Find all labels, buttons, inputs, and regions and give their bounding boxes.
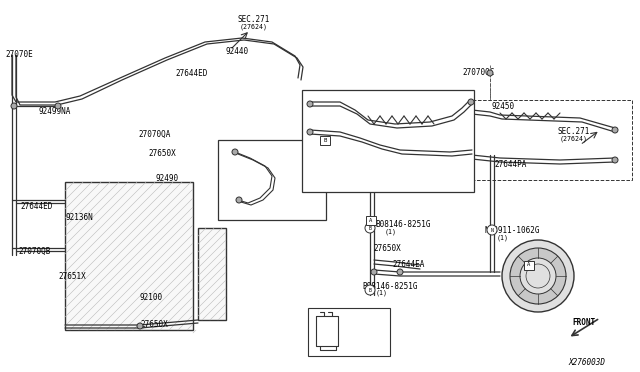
Circle shape [371,269,377,275]
Text: 27644PA: 27644PA [494,160,526,169]
Circle shape [502,240,574,312]
Text: 27644P: 27644P [350,153,378,162]
Text: 27644EA: 27644EA [392,260,424,269]
Bar [65,182,193,330]
Text: SEC.271: SEC.271 [237,15,269,24]
Text: B08146-8251G: B08146-8251G [375,220,431,229]
Text: (1): (1) [376,290,388,296]
Circle shape [365,285,375,295]
Text: 92499NA: 92499NA [38,107,70,116]
Text: A: A [369,218,372,222]
Text: 27070OC: 27070OC [462,68,494,77]
Bar [308,308,390,356]
Text: 27651X: 27651X [58,272,86,281]
Circle shape [612,157,618,163]
Circle shape [487,225,497,235]
Text: X276003D: X276003D [568,358,605,367]
Text: A: A [527,263,531,267]
Text: (27624): (27624) [560,135,588,141]
Text: 27070QB: 27070QB [18,247,51,256]
Circle shape [307,101,313,107]
Bar [320,135,330,144]
Text: 27760: 27760 [350,326,373,335]
Circle shape [520,258,556,294]
Circle shape [365,223,375,233]
Text: 27644ED: 27644ED [20,202,52,211]
Bar [366,215,376,224]
Text: SEC.271: SEC.271 [558,127,590,136]
Bar [198,228,226,320]
Circle shape [468,99,474,105]
Text: 27070E: 27070E [5,50,33,59]
Circle shape [510,248,566,304]
Circle shape [612,127,618,133]
Circle shape [137,323,143,329]
Text: 92136N: 92136N [65,213,93,222]
Text: 92100: 92100 [140,293,163,302]
Text: 27650X: 27650X [148,149,176,158]
Circle shape [307,129,313,135]
Text: 27644E: 27644E [268,153,292,159]
Text: SEC.E74: SEC.E74 [532,263,564,272]
Text: 92440: 92440 [225,47,248,56]
Circle shape [11,103,17,109]
Text: (1): (1) [497,234,509,241]
Circle shape [397,269,403,275]
Text: N08911-1062G: N08911-1062G [485,226,541,235]
Text: (1): (1) [385,228,397,234]
Text: (27630): (27630) [535,271,563,278]
Text: (ANB SENSOR): (ANB SENSOR) [328,338,376,344]
Text: 92480: 92480 [315,105,338,114]
Bar [218,140,326,220]
Circle shape [232,149,238,155]
Text: B: B [369,225,371,231]
Text: B: B [323,138,326,142]
Text: N: N [491,228,493,232]
Text: FRONT: FRONT [572,318,595,327]
Text: 27644ED: 27644ED [175,69,207,78]
Circle shape [236,197,242,203]
Text: B08146-8251G: B08146-8251G [362,282,417,291]
Circle shape [489,227,495,233]
Bar [524,260,534,269]
Text: 27070O: 27070O [380,97,408,106]
Text: 27070QA: 27070QA [138,130,170,139]
Text: 92499N: 92499N [324,138,352,147]
Text: 92450: 92450 [492,102,515,111]
Text: B: B [369,288,371,292]
Circle shape [487,70,493,76]
Text: 27650X: 27650X [373,244,401,253]
Bar [302,90,474,192]
Text: 92490: 92490 [155,174,178,183]
Text: 27650X: 27650X [140,320,168,329]
Text: (27624): (27624) [240,23,268,29]
Bar [462,100,632,180]
Text: 27644E: 27644E [244,202,268,208]
Circle shape [55,103,61,109]
